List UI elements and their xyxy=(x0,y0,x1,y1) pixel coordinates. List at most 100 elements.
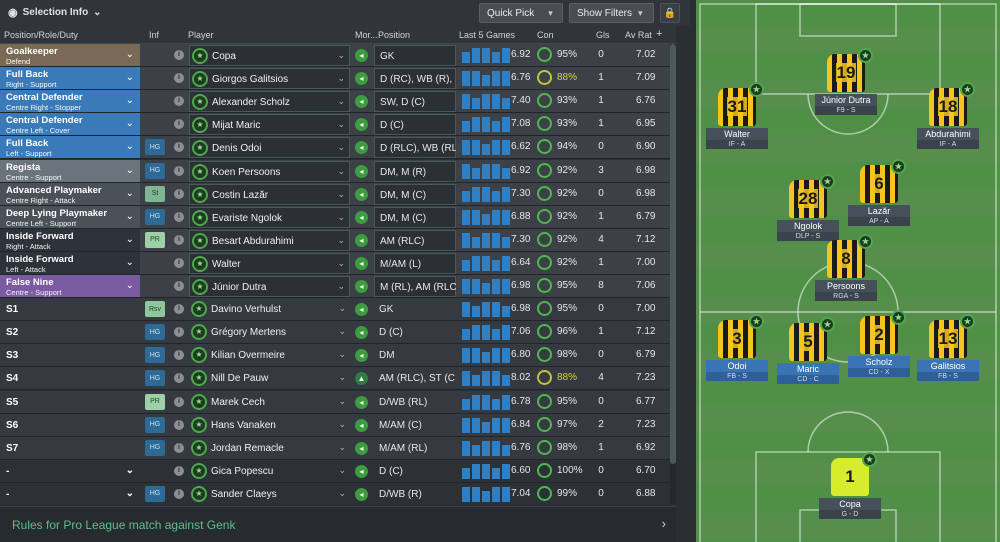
table-row[interactable]: - ⌄ HG i ★ Sander Claeys ⌄ ◂ D/WB (R) 7.04… xyxy=(0,482,676,504)
player-selector[interactable]: ★ Sander Claeys ⌄ xyxy=(189,484,350,504)
role-selector[interactable]: Central Defender Centre Right - Stopper … xyxy=(0,90,140,113)
player-name[interactable]: Hans Vanaken xyxy=(211,419,276,431)
role-selector[interactable]: Advanced Playmaker Centre Right - Attack… xyxy=(0,182,140,205)
role-selector[interactable]: S1 xyxy=(0,298,140,320)
inf-badge[interactable]: PR xyxy=(145,231,165,248)
info-icon[interactable]: i xyxy=(174,488,184,499)
info-icon[interactable]: i xyxy=(174,257,184,268)
role-selector[interactable]: Goalkeeper Defend ⌄ xyxy=(0,44,140,66)
player-selector[interactable]: ★ Kilian Overmeire ⌄ xyxy=(189,345,350,366)
table-row[interactable]: S6 HG i ★ Hans Vanaken ⌄ ◂ M/AM (C) 6.84 … xyxy=(0,413,676,437)
player-name[interactable]: Nill De Pauw xyxy=(211,373,269,385)
header-player[interactable]: Player xyxy=(188,30,214,40)
info-icon[interactable]: i xyxy=(174,50,184,60)
table-row[interactable]: Central Defender Centre Left - Cover ⌄ i … xyxy=(0,113,676,137)
table-row[interactable]: S4 HG i ★ Nill De Pauw ⌄ ▲ AM (RLC), ST (… xyxy=(0,367,676,391)
player-name[interactable]: Kilian Overmeire xyxy=(211,350,285,362)
pitch-player[interactable]: 3 ★ Odoi FB - S xyxy=(706,314,768,381)
inf-badge[interactable]: St xyxy=(145,185,165,202)
pitch-player[interactable]: 19 ★ Júnior Dutra F9 - S xyxy=(815,48,877,115)
rules-bar[interactable]: Rules for Pro League match against Genk … xyxy=(0,506,676,542)
lock-icon[interactable]: 🔒 xyxy=(660,3,680,23)
player-selector[interactable]: ★ Walter ⌄ xyxy=(189,252,350,274)
role-selector[interactable]: - ⌄ xyxy=(0,483,140,504)
player-selector[interactable]: ★ Hans Vanaken ⌄ xyxy=(189,415,350,436)
header-avrat[interactable]: Av Rat xyxy=(625,30,652,40)
info-icon[interactable]: i xyxy=(174,419,184,430)
player-selector[interactable]: ★ Copa ⌄ xyxy=(189,45,350,66)
info-icon[interactable]: i xyxy=(174,188,184,199)
player-name[interactable]: Gica Popescu xyxy=(211,465,274,477)
player-selector[interactable]: ★ Evariste Ngolok ⌄ xyxy=(189,206,350,228)
header-position-role[interactable]: Position/Role/Duty xyxy=(4,30,79,40)
player-name[interactable]: Koen Persoons xyxy=(212,166,281,178)
player-name[interactable]: Grégory Mertens xyxy=(211,327,287,339)
inf-badge[interactable]: HG xyxy=(145,439,165,456)
info-icon[interactable]: i xyxy=(174,142,184,153)
table-row[interactable]: S3 HG i ★ Kilian Overmeire ⌄ ◂ DM 6.80 98… xyxy=(0,344,676,368)
header-inf[interactable]: Inf xyxy=(149,30,160,40)
player-name[interactable]: Evariste Ngolok xyxy=(212,212,283,224)
info-icon[interactable]: i xyxy=(174,396,184,407)
header-morale[interactable]: Mor... xyxy=(355,30,378,40)
role-selector[interactable]: Full Back Left - Support ⌄ xyxy=(0,136,140,159)
info-icon[interactable]: i xyxy=(174,281,184,291)
role-selector[interactable]: Inside Forward Right - Attack ⌄ xyxy=(0,228,140,251)
player-name[interactable]: Marek Cech xyxy=(211,396,265,408)
table-scrollbar[interactable] xyxy=(670,44,676,504)
role-selector[interactable]: S6 xyxy=(0,414,140,436)
player-name[interactable]: Mijat Maric xyxy=(212,120,261,132)
player-name[interactable]: Davino Verhulst xyxy=(211,304,282,316)
player-selector[interactable]: ★ Denis Odoi ⌄ xyxy=(189,137,350,159)
table-row[interactable]: - ⌄ i ★ Gica Popescu ⌄ ◂ D (C) 6.60 100% … xyxy=(0,459,676,483)
info-icon[interactable]: i xyxy=(174,373,184,384)
header-gls[interactable]: Gls xyxy=(596,30,610,40)
header-last5[interactable]: Last 5 Games xyxy=(459,30,516,40)
inf-badge[interactable]: HG xyxy=(145,370,165,387)
player-selector[interactable]: ★ Jordan Remacle ⌄ xyxy=(189,438,350,459)
info-icon[interactable]: i xyxy=(174,442,184,453)
player-name[interactable]: Copa xyxy=(212,51,236,62)
info-icon[interactable]: i xyxy=(174,304,184,315)
table-row[interactable]: Inside Forward Left - Attack ⌄ i ★ Walter… xyxy=(0,251,676,275)
pitch-player[interactable]: 18 ★ Abdurahimi IF - A xyxy=(917,82,979,149)
player-selector[interactable]: ★ Nill De Pauw ⌄ xyxy=(189,368,350,389)
quick-pick-button[interactable]: Quick Pick ▾ xyxy=(479,3,563,23)
chevron-right-icon[interactable]: › xyxy=(661,516,666,531)
player-name[interactable]: Denis Odoi xyxy=(212,143,262,155)
player-selector[interactable]: ★ Júnior Dutra ⌄ xyxy=(189,276,350,297)
player-name[interactable]: Giorgos Galitsios xyxy=(212,74,289,86)
table-row[interactable]: Full Back Right - Support ⌄ i ★ Giorgos G… xyxy=(0,67,676,91)
player-name[interactable]: Besart Abdurahimi xyxy=(212,235,294,247)
player-selector[interactable]: ★ Giorgos Galitsios ⌄ xyxy=(189,68,350,90)
player-name[interactable]: Walter xyxy=(212,258,241,270)
role-selector[interactable]: S4 xyxy=(0,367,140,389)
table-row[interactable]: Goalkeeper Defend ⌄ i ★ Copa ⌄ ◂ GK 6.92 … xyxy=(0,44,676,67)
role-selector[interactable]: - ⌄ xyxy=(0,460,140,482)
info-icon[interactable]: i xyxy=(174,211,184,222)
info-icon[interactable]: i xyxy=(174,119,184,130)
player-selector[interactable]: ★ Costin Lazăr ⌄ xyxy=(189,183,350,205)
role-selector[interactable]: S2 xyxy=(0,321,140,343)
table-row[interactable]: S1 Rsv i ★ Davino Verhulst ⌄ ◂ GK 6.98 95… xyxy=(0,298,676,322)
selection-info-button[interactable]: ◉ Selection Info ⌄ xyxy=(8,6,102,19)
role-selector[interactable]: Regista Centre - Support ⌄ xyxy=(0,159,140,182)
info-icon[interactable]: i xyxy=(174,465,184,476)
table-row[interactable]: Central Defender Centre Right - Stopper … xyxy=(0,90,676,114)
player-selector[interactable]: ★ Alexander Scholz ⌄ xyxy=(189,91,350,113)
inf-badge[interactable]: HG xyxy=(145,208,165,225)
role-selector[interactable]: Central Defender Centre Left - Cover ⌄ xyxy=(0,113,140,136)
role-selector[interactable]: S3 xyxy=(0,344,140,366)
pitch-player[interactable]: 1 ★ Copa G - D xyxy=(819,452,881,519)
table-row[interactable]: Full Back Left - Support ⌄ HG i ★ Denis Od… xyxy=(0,136,676,160)
table-row[interactable]: Advanced Playmaker Centre Right - Attack… xyxy=(0,182,676,206)
pitch-player[interactable]: 6 ★ Lazăr AP - A xyxy=(848,159,910,226)
player-selector[interactable]: ★ Besart Abdurahimi ⌄ xyxy=(189,229,350,251)
role-selector[interactable]: Full Back Right - Support ⌄ xyxy=(0,67,140,90)
info-icon[interactable]: i xyxy=(174,73,184,84)
table-row[interactable]: Inside Forward Right - Attack ⌄ PR i ★ Bes… xyxy=(0,228,676,252)
role-selector[interactable]: S5 xyxy=(0,391,140,413)
pitch-player[interactable]: 2 ★ Scholz CD - X xyxy=(848,310,910,377)
pitch-player[interactable]: 28 ★ Ngolok DLP - S xyxy=(777,174,839,241)
inf-badge[interactable]: HG xyxy=(145,485,165,502)
